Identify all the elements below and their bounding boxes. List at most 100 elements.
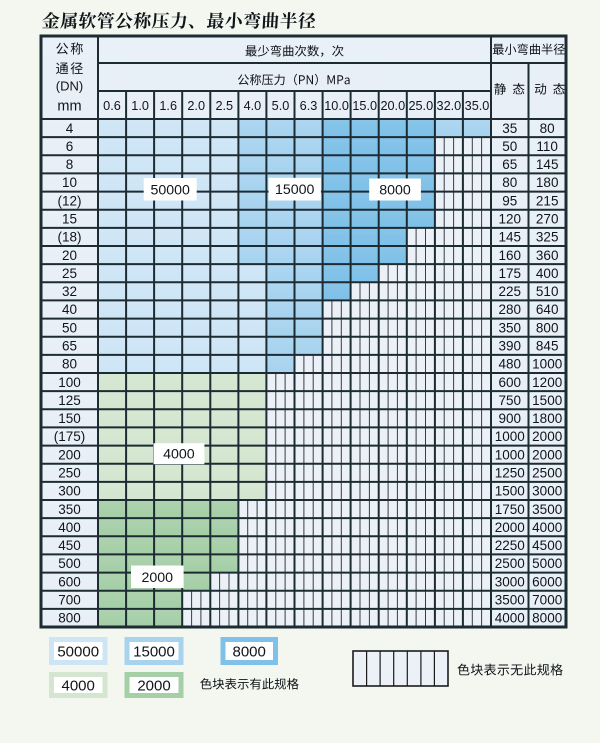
svg-text:250: 250 <box>58 466 81 481</box>
svg-text:2000: 2000 <box>532 429 562 444</box>
svg-text:5000: 5000 <box>532 556 562 571</box>
svg-text:50000: 50000 <box>57 643 99 660</box>
svg-text:1800: 1800 <box>532 411 562 426</box>
svg-text:10.0: 10.0 <box>324 99 349 113</box>
svg-text:400: 400 <box>536 266 559 281</box>
svg-text:35: 35 <box>502 121 517 136</box>
svg-text:2.5: 2.5 <box>215 99 233 113</box>
svg-text:32: 32 <box>62 284 77 299</box>
svg-text:15000: 15000 <box>275 182 315 198</box>
svg-text:750: 750 <box>499 393 522 408</box>
svg-text:145: 145 <box>536 157 559 172</box>
svg-text:2250: 2250 <box>495 538 525 553</box>
svg-text:225: 225 <box>499 284 522 299</box>
svg-text:15.0: 15.0 <box>352 99 377 113</box>
svg-text:4: 4 <box>66 121 74 136</box>
svg-text:125: 125 <box>58 393 81 408</box>
svg-text:4000: 4000 <box>163 447 195 463</box>
svg-text:1000: 1000 <box>495 447 525 462</box>
svg-text:325: 325 <box>536 230 559 245</box>
svg-text:2000: 2000 <box>495 520 525 535</box>
svg-text:8: 8 <box>66 157 74 172</box>
svg-text:700: 700 <box>58 593 81 608</box>
svg-text:8000: 8000 <box>379 183 411 199</box>
svg-text:1500: 1500 <box>532 393 562 408</box>
svg-text:2.0: 2.0 <box>187 99 205 113</box>
svg-text:2000: 2000 <box>142 570 174 586</box>
svg-text:1250: 1250 <box>495 466 525 481</box>
svg-text:145: 145 <box>499 230 522 245</box>
svg-text:200: 200 <box>58 447 81 462</box>
svg-text:4000: 4000 <box>62 677 95 694</box>
svg-text:4.0: 4.0 <box>244 99 262 113</box>
svg-text:4000: 4000 <box>532 520 562 535</box>
svg-text:3000: 3000 <box>495 574 525 589</box>
svg-text:510: 510 <box>536 284 559 299</box>
svg-text:900: 900 <box>499 411 522 426</box>
svg-text:215: 215 <box>536 193 559 208</box>
svg-text:2500: 2500 <box>495 556 525 571</box>
svg-text:32.0: 32.0 <box>437 99 462 113</box>
svg-text:25.0: 25.0 <box>408 99 433 113</box>
svg-text:1.6: 1.6 <box>159 99 177 113</box>
svg-text:20.0: 20.0 <box>380 99 405 113</box>
svg-text:7000: 7000 <box>532 593 562 608</box>
svg-text:3000: 3000 <box>532 484 562 499</box>
svg-text:360: 360 <box>536 248 559 263</box>
svg-text:480: 480 <box>499 357 522 372</box>
svg-text:2000: 2000 <box>532 447 562 462</box>
svg-text:100: 100 <box>58 375 81 390</box>
svg-text:(12): (12) <box>57 193 81 208</box>
svg-text:845: 845 <box>536 339 559 354</box>
svg-text:15: 15 <box>62 212 77 227</box>
svg-text:600: 600 <box>58 574 81 589</box>
svg-text:110: 110 <box>536 139 558 154</box>
svg-text:600: 600 <box>499 375 522 390</box>
svg-text:350: 350 <box>499 320 522 335</box>
svg-text:1750: 1750 <box>495 502 525 517</box>
svg-text:80: 80 <box>540 121 555 136</box>
svg-text:6: 6 <box>66 139 74 154</box>
svg-text:175: 175 <box>499 266 522 281</box>
svg-text:50: 50 <box>502 139 517 154</box>
svg-text:5.0: 5.0 <box>272 99 290 113</box>
svg-text:40: 40 <box>62 302 77 317</box>
svg-text:(DN): (DN) <box>56 79 83 94</box>
svg-text:35.0: 35.0 <box>465 99 490 113</box>
svg-text:280: 280 <box>499 302 522 317</box>
svg-text:1000: 1000 <box>495 429 525 444</box>
svg-text:800: 800 <box>58 611 81 626</box>
svg-text:20: 20 <box>62 248 77 263</box>
svg-text:4500: 4500 <box>532 538 562 553</box>
svg-text:390: 390 <box>499 339 522 354</box>
svg-text:2500: 2500 <box>532 466 562 481</box>
svg-text:640: 640 <box>536 302 559 317</box>
svg-text:1200: 1200 <box>532 375 562 390</box>
svg-text:65: 65 <box>502 157 517 172</box>
svg-text:8000: 8000 <box>233 643 266 660</box>
svg-text:160: 160 <box>499 248 522 263</box>
svg-text:1000: 1000 <box>532 357 562 372</box>
svg-text:(18): (18) <box>57 230 81 245</box>
svg-text:800: 800 <box>536 320 559 335</box>
svg-text:3500: 3500 <box>532 502 562 517</box>
svg-text:120: 120 <box>499 212 522 227</box>
svg-text:15000: 15000 <box>133 643 175 660</box>
svg-text:150: 150 <box>58 411 81 426</box>
svg-text:450: 450 <box>58 538 81 553</box>
svg-text:8000: 8000 <box>532 611 562 626</box>
svg-text:350: 350 <box>58 502 81 517</box>
svg-text:25: 25 <box>62 266 77 281</box>
svg-text:95: 95 <box>502 193 517 208</box>
svg-text:50000: 50000 <box>150 182 190 198</box>
svg-text:(175): (175) <box>54 429 86 444</box>
svg-text:270: 270 <box>536 212 559 227</box>
svg-text:6000: 6000 <box>532 574 562 589</box>
svg-text:80: 80 <box>502 175 517 190</box>
svg-text:50: 50 <box>62 320 77 335</box>
svg-text:3500: 3500 <box>495 593 525 608</box>
svg-text:10: 10 <box>62 175 77 190</box>
svg-text:80: 80 <box>62 357 77 372</box>
svg-text:mm: mm <box>57 99 81 115</box>
svg-text:65: 65 <box>62 339 77 354</box>
